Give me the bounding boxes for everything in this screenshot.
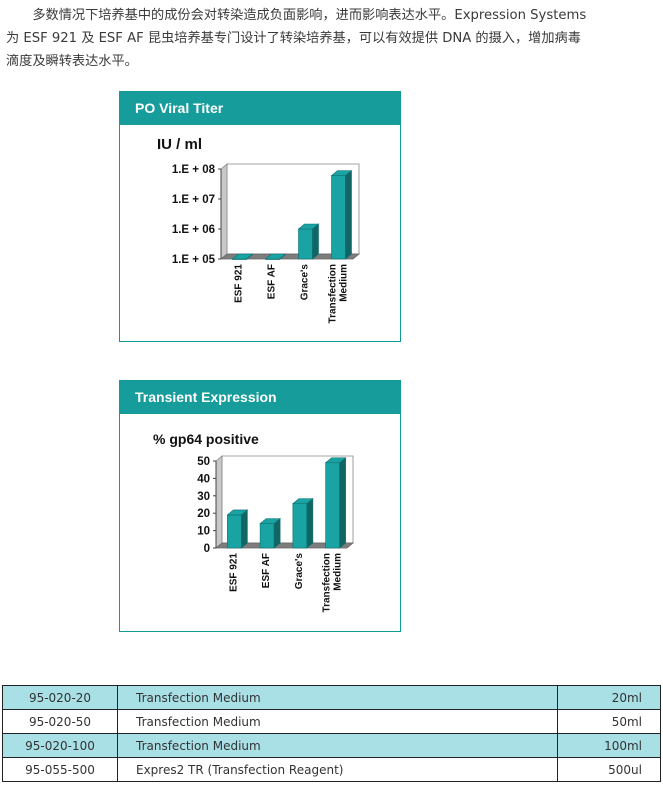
bar-top (259, 518, 281, 524)
po-viral-titer-panel: PO Viral Titer IU / ml 1.E + 05 1.E + 06 1.… (119, 91, 401, 342)
intro-line-1-text: 多数情况下培养基中的成份会对转染造成负面影响，进而影响表达水平。Expressi… (32, 8, 587, 23)
bar-top (264, 253, 287, 260)
intro-line-2: 为 ESF 921 及 ESF AF 昆虫培养基专门设计了转染培养基，可以有效提… (6, 31, 581, 46)
bar (226, 509, 249, 549)
plot-side-wall (215, 455, 223, 549)
product-table: 95-020-20 Transfection Medium 20ml 95-020-5… (2, 685, 661, 782)
bar-front (298, 228, 313, 260)
viral-titer-chart: IU / ml 1.E + 05 1.E + 06 1.E + 07 1.E + 08 E… (157, 136, 361, 324)
product-size-cell: 100ml (557, 733, 661, 758)
bar-front (292, 503, 308, 549)
table-row: 95-055-500 Expres2 TR (Transfection Reage… (2, 757, 661, 782)
bar-top (292, 498, 314, 504)
bar-top (330, 170, 353, 176)
x-category-line: Transfection (328, 264, 339, 323)
x-category-line: Grace's (294, 553, 305, 590)
panel-title: PO Viral Titer (120, 92, 400, 125)
x-category-line: Transfection (322, 553, 333, 612)
x-category-label: ESF AF (267, 264, 278, 299)
panel-title: Transient Expression (120, 381, 400, 414)
x-category-line: ESF AF (267, 264, 278, 299)
x-category-line: ESF 921 (228, 553, 239, 592)
y-tick-label: 40 (197, 473, 210, 485)
product-size-cell: 20ml (557, 685, 661, 710)
product-name-cell: Transfection Medium (117, 685, 558, 710)
y-axis-title: % gp64 positive (153, 431, 259, 447)
product-size-cell: 500ul (557, 757, 661, 782)
intro-line-3: 滴度及瞬转表达水平。 (6, 54, 138, 69)
bar-top (297, 223, 320, 230)
bar (297, 223, 320, 260)
transient-expression-panel: Transient Expression % gp64 positive 0 10 2… (119, 380, 401, 632)
bar-front (259, 523, 275, 549)
y-tick-label: 30 (197, 491, 210, 503)
x-category-label: Grace's (294, 553, 305, 590)
table-row: 95-020-20 Transfection Medium 20ml (2, 685, 661, 710)
product-name-cell: Expres2 TR (Transfection Reagent) (117, 757, 558, 782)
x-category-line: Medium (339, 264, 350, 302)
x-category-label: TransfectionMedium (322, 553, 344, 613)
x-category-label: Grace's (300, 264, 311, 301)
x-category-label: TransfectionMedium (328, 264, 350, 324)
bar-side (339, 457, 346, 549)
product-code-cell: 95-020-100 (2, 733, 118, 758)
product-name-cell: Transfection Medium (117, 733, 558, 758)
y-tick-label: 1.E + 07 (172, 194, 215, 206)
y-tick-label: 1.E + 05 (172, 254, 216, 266)
table-row: 95-020-50 Transfection Medium 50ml (2, 709, 661, 734)
bar-side (306, 497, 314, 549)
bar-top (226, 509, 249, 516)
bar-side (312, 223, 319, 260)
intro-paragraph: 多数情况下培养基中的成份会对转染造成负面影响，进而影响表达水平。Expressi… (6, 4, 658, 73)
bar-front (227, 514, 242, 549)
transient-expression-chart: % gp64 positive 0 10 20 30 40 50 ESF 921 ESF AF G… (153, 431, 355, 613)
y-tick-label: 0 (204, 543, 210, 555)
bar-top (324, 457, 347, 464)
product-name-cell: Transfection Medium (117, 709, 558, 734)
x-category-line: ESF AF (261, 553, 272, 588)
bar (264, 253, 287, 261)
plot-side-wall (220, 163, 228, 260)
x-category-label: ESF AF (261, 553, 272, 588)
x-category-line: Grace's (300, 264, 311, 301)
y-tick-label: 1.E + 08 (172, 164, 216, 176)
y-tick-label: 1.E + 06 (172, 224, 215, 236)
bar-front (325, 462, 340, 549)
product-size-cell: 50ml (557, 709, 661, 734)
y-tick-label: 10 (197, 526, 210, 538)
y-tick-label: 50 (197, 456, 210, 468)
bar-front (331, 175, 346, 260)
intro-line-1: 多数情况下培养基中的成份会对转染造成负面影响，进而影响表达水平。Expressi… (6, 4, 658, 27)
y-tick-label: 20 (197, 508, 210, 520)
bar (231, 253, 254, 261)
product-code-cell: 95-020-50 (2, 709, 118, 734)
x-category-label: ESF 921 (234, 264, 245, 303)
bar (324, 457, 347, 549)
x-category-line: ESF 921 (234, 264, 245, 303)
product-code-cell: 95-020-20 (2, 685, 118, 710)
bar-top (231, 253, 254, 260)
product-code-cell: 95-055-500 (2, 757, 118, 782)
table-row: 95-020-100 Transfection Medium 100ml (2, 733, 661, 758)
x-category-label: ESF 921 (228, 553, 239, 592)
bar (330, 170, 353, 260)
bar-side (345, 170, 352, 260)
bar (259, 517, 281, 549)
bar (292, 497, 314, 549)
x-category-line: Medium (333, 553, 344, 591)
y-axis-title: IU / ml (157, 136, 202, 153)
bar-side (241, 509, 248, 549)
